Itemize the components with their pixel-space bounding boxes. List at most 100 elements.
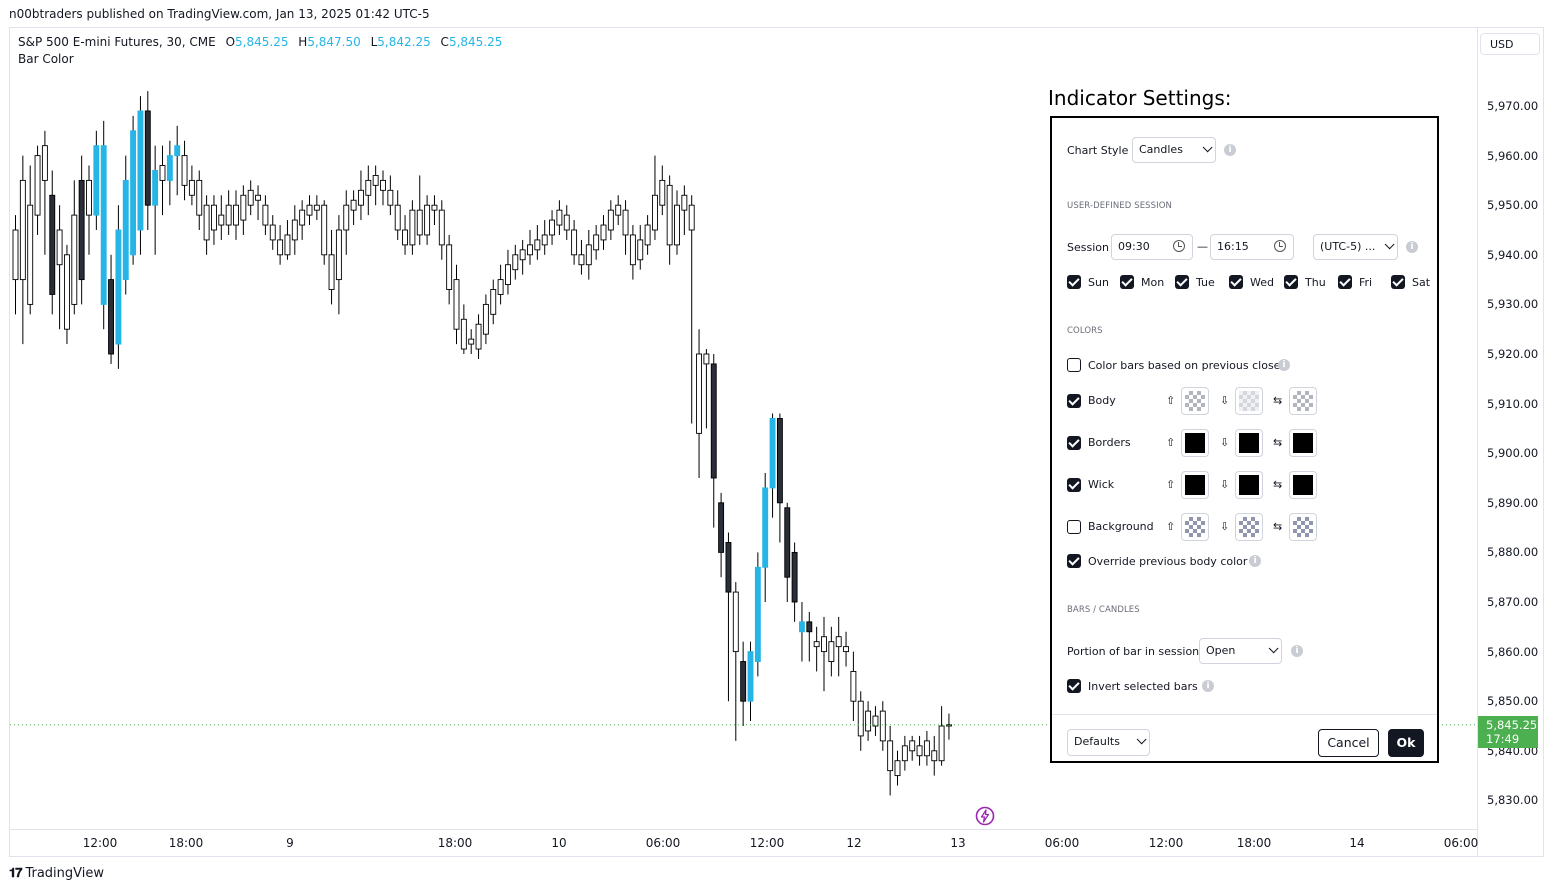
candle-body bbox=[747, 651, 754, 702]
candle-body bbox=[835, 636, 842, 648]
up-arrow-icon: ⇧ bbox=[1166, 520, 1176, 533]
day-checkbox-sat[interactable] bbox=[1391, 275, 1405, 289]
borders-up-color-swatch[interactable] bbox=[1181, 429, 1209, 457]
candle-body bbox=[894, 760, 901, 777]
info-icon[interactable]: i bbox=[1278, 359, 1290, 371]
info-icon[interactable]: i bbox=[1291, 645, 1303, 657]
candle-body bbox=[321, 204, 328, 256]
wick-neutral-color-swatch[interactable] bbox=[1289, 471, 1317, 499]
candle-body bbox=[203, 204, 210, 241]
invert-checkbox[interactable] bbox=[1067, 679, 1081, 693]
body-down-color-swatch[interactable] bbox=[1235, 387, 1263, 415]
candle bbox=[218, 195, 225, 240]
candle bbox=[468, 329, 475, 354]
candle-body bbox=[710, 363, 717, 479]
candle-body bbox=[644, 224, 651, 246]
background-down-color-swatch[interactable] bbox=[1235, 513, 1263, 541]
day-checkbox-sun[interactable] bbox=[1067, 275, 1081, 289]
body-neutral-color-swatch[interactable] bbox=[1289, 387, 1317, 415]
candle-body bbox=[703, 353, 710, 365]
borders-down-color-swatch[interactable] bbox=[1235, 429, 1263, 457]
candle-body bbox=[857, 700, 864, 737]
candle-body bbox=[666, 184, 673, 246]
color-prev-close-checkbox[interactable] bbox=[1067, 358, 1081, 372]
candle-body bbox=[769, 418, 776, 489]
candle bbox=[549, 210, 555, 245]
candle bbox=[527, 230, 533, 265]
override-checkbox[interactable] bbox=[1067, 554, 1081, 568]
candle-body bbox=[424, 204, 431, 236]
candle bbox=[644, 215, 651, 255]
info-icon[interactable]: i bbox=[1224, 144, 1236, 156]
cancel-button[interactable]: Cancel bbox=[1318, 729, 1379, 757]
portion-select[interactable]: Open bbox=[1199, 638, 1282, 664]
candle-body bbox=[806, 621, 813, 633]
candle bbox=[56, 205, 63, 330]
candle bbox=[938, 706, 945, 766]
candle bbox=[277, 225, 284, 265]
candle bbox=[740, 641, 747, 726]
candle-body bbox=[674, 204, 680, 246]
borders-checkbox[interactable] bbox=[1067, 436, 1081, 450]
day-checkbox-thu[interactable] bbox=[1284, 275, 1298, 289]
down-arrow-icon: ⇩ bbox=[1220, 478, 1230, 491]
candle-body bbox=[901, 745, 908, 762]
session-dash: — bbox=[1197, 240, 1208, 253]
candle-body bbox=[916, 745, 923, 757]
ok-button[interactable]: Ok bbox=[1388, 729, 1424, 757]
candle bbox=[343, 190, 350, 255]
lightning-icon[interactable] bbox=[975, 806, 995, 826]
defaults-dropdown[interactable]: Defaults bbox=[1067, 729, 1150, 756]
candle-body bbox=[519, 249, 526, 261]
background-up-color-swatch[interactable] bbox=[1181, 513, 1209, 541]
candle bbox=[159, 145, 166, 216]
candle-body bbox=[277, 239, 284, 256]
candle-body bbox=[438, 209, 445, 246]
day-checkbox-mon[interactable] bbox=[1120, 275, 1134, 289]
session-start-input[interactable]: 09:30 bbox=[1111, 234, 1193, 260]
candle bbox=[615, 195, 622, 226]
candle-body bbox=[600, 224, 607, 241]
wick-checkbox[interactable] bbox=[1067, 478, 1081, 492]
wick-down-color-swatch[interactable] bbox=[1235, 471, 1263, 499]
borders-neutral-color-swatch[interactable] bbox=[1289, 429, 1317, 457]
session-end-input[interactable]: 16:15 bbox=[1210, 234, 1294, 260]
candle bbox=[821, 616, 827, 692]
legend-symbol[interactable]: S&P 500 E-mini Futures, 30, CME bbox=[18, 35, 216, 49]
chart-legend: S&P 500 E-mini Futures, 30, CME O5,845.2… bbox=[18, 34, 502, 68]
candle-body bbox=[372, 174, 379, 186]
time-tick-label: 18:00 bbox=[437, 836, 473, 850]
session-start-value: 09:30 bbox=[1118, 240, 1150, 253]
candle bbox=[12, 215, 19, 315]
candle bbox=[688, 195, 695, 424]
timezone-select[interactable]: (UTC-5) ... bbox=[1313, 234, 1398, 260]
candle-body bbox=[387, 189, 394, 206]
day-checkbox-wed[interactable] bbox=[1229, 275, 1243, 289]
price-tick-label: 5,960.00 bbox=[1487, 148, 1539, 163]
candle-body bbox=[41, 145, 48, 181]
color-prev-close-label: Color bars based on previous close bbox=[1088, 359, 1281, 372]
currency-button[interactable]: USD bbox=[1480, 33, 1540, 55]
info-icon[interactable]: i bbox=[1406, 241, 1418, 253]
candle-body bbox=[615, 204, 622, 216]
legend-ohlc-row[interactable]: S&P 500 E-mini Futures, 30, CME O5,845.2… bbox=[18, 34, 502, 51]
legend-indicator-name[interactable]: Bar Color bbox=[18, 52, 74, 66]
candle-body bbox=[490, 289, 497, 315]
background-neutral-color-swatch[interactable] bbox=[1289, 513, 1317, 541]
info-icon[interactable]: i bbox=[1202, 680, 1214, 692]
candle-body bbox=[130, 130, 137, 256]
candle-body bbox=[93, 145, 100, 216]
wick-up-color-swatch[interactable] bbox=[1181, 471, 1209, 499]
price-tick-label: 5,900.00 bbox=[1487, 446, 1539, 461]
body-up-color-swatch[interactable] bbox=[1181, 387, 1209, 415]
candle bbox=[210, 195, 217, 245]
day-checkbox-tue[interactable] bbox=[1175, 275, 1189, 289]
body-checkbox[interactable] bbox=[1067, 394, 1081, 408]
info-icon[interactable]: i bbox=[1249, 555, 1261, 567]
tradingview-logo[interactable]: 𝟏𝟕 TradingView bbox=[9, 866, 104, 881]
day-checkbox-fri[interactable] bbox=[1338, 275, 1352, 289]
background-checkbox[interactable] bbox=[1067, 520, 1081, 534]
chart-style-select[interactable]: Candles bbox=[1132, 137, 1216, 163]
candle-body bbox=[63, 254, 70, 330]
